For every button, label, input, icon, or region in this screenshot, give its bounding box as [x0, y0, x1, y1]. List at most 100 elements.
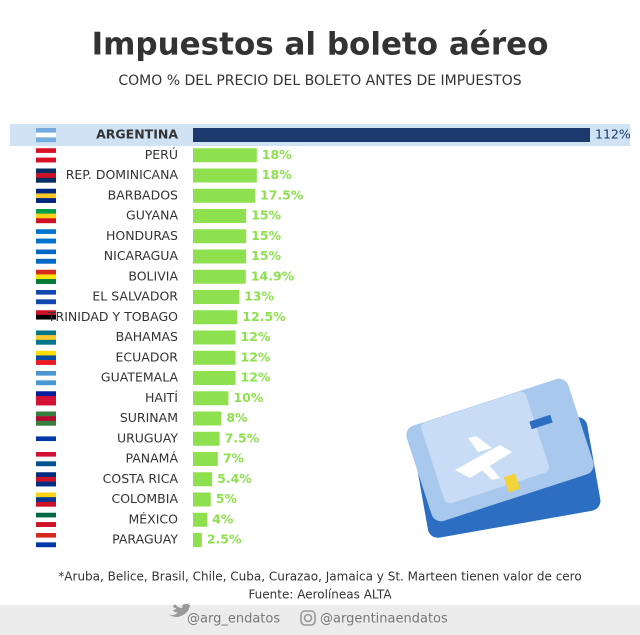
category-label: MÉXICO: [129, 511, 179, 526]
flag: [36, 279, 56, 284]
chart-title: Impuestos al boleto aéreo: [92, 27, 549, 63]
flag: [36, 416, 56, 422]
flag: [36, 213, 56, 219]
flag: [36, 294, 56, 300]
flag: [36, 436, 56, 442]
value-label: 4%: [212, 511, 234, 526]
flag: [36, 269, 56, 275]
flag: [36, 238, 56, 244]
category-label: BARBADOS: [108, 187, 178, 202]
category-label: REP. DOMINICANA: [66, 167, 179, 182]
value-label: 7%: [223, 451, 245, 466]
flag: [36, 497, 56, 503]
value-label: 14.9%: [251, 268, 295, 283]
flag: [36, 400, 56, 406]
flag: [36, 380, 56, 386]
flag: [36, 481, 56, 487]
flag: [36, 229, 56, 235]
flag: [36, 209, 56, 214]
flag: [36, 476, 56, 482]
chart-subtitle: COMO % DEL PRECIO DEL BOLETO ANTES DE IM…: [118, 73, 521, 89]
flag: [36, 157, 56, 163]
bar: [193, 310, 238, 325]
flag: [36, 177, 56, 183]
flag: [36, 431, 56, 437]
bar: [193, 472, 213, 487]
value-label: 13%: [244, 289, 274, 304]
category-label: TRINIDAD Y TOBAGO: [47, 309, 178, 324]
bar: [193, 148, 257, 163]
bar: [193, 452, 218, 466]
value-label: 12%: [241, 349, 271, 364]
flag: [36, 411, 56, 417]
bar: [193, 391, 229, 406]
flag: [36, 350, 56, 356]
value-label: 112%: [595, 127, 631, 142]
value-label: 5%: [216, 491, 238, 506]
bar: [193, 128, 590, 142]
flag: [36, 371, 56, 376]
flag: [36, 492, 56, 498]
category-label: COSTA RICA: [103, 471, 179, 486]
bar: [193, 512, 208, 527]
value-label: 2.5%: [207, 532, 242, 547]
flag: [36, 188, 56, 194]
bar: [193, 290, 240, 304]
value-label: 15%: [251, 208, 281, 223]
value-label: 8%: [226, 410, 248, 425]
category-label: HAITÍ: [145, 390, 178, 405]
bar: [193, 269, 246, 284]
bar: [193, 533, 202, 547]
category-label: BAHAMAS: [116, 329, 178, 344]
flag: [36, 233, 56, 239]
value-label: 18%: [262, 167, 292, 182]
category-label: GUYANA: [126, 208, 178, 223]
flag: [36, 517, 56, 523]
source: Fuente: Aerolíneas ALTA: [248, 588, 392, 602]
category-label: ARGENTINA: [96, 127, 178, 142]
bar: [193, 168, 257, 183]
flag: [36, 355, 56, 361]
category-label: EL SALVADOR: [92, 289, 178, 304]
flag: [36, 537, 56, 543]
flag: [36, 339, 56, 345]
flag: [36, 512, 56, 518]
ticket-illustration: [406, 378, 601, 538]
flag: [36, 461, 56, 467]
category-label: PARAGUAY: [112, 532, 178, 547]
flag: [36, 173, 56, 179]
flag: [36, 391, 56, 397]
category-label: PERÚ: [145, 147, 178, 162]
category-label: NICARAGUA: [104, 248, 179, 263]
instagram-icon: [300, 610, 316, 626]
value-label: 7.5%: [225, 430, 260, 445]
social-handle: @arg_endatos: [187, 612, 280, 627]
twitter-icon: [168, 603, 190, 617]
value-label: 10%: [233, 390, 263, 405]
value-label: 5.4%: [217, 471, 252, 486]
flag: [36, 299, 56, 305]
flag: [36, 168, 56, 174]
flag: [36, 290, 56, 295]
flag: [36, 132, 56, 138]
bar: [193, 229, 247, 244]
flag: [36, 472, 56, 478]
category-label: ECUADOR: [116, 349, 179, 364]
value-label: 12%: [241, 370, 271, 385]
value-label: 17.5%: [260, 187, 304, 202]
flag: [36, 522, 56, 527]
bar: [193, 371, 236, 385]
category-label: HONDURAS: [106, 228, 178, 243]
category-label: COLOMBIA: [111, 491, 178, 506]
flag: [36, 137, 56, 143]
flag: [36, 375, 56, 381]
flag: [36, 258, 56, 264]
bar: [193, 350, 236, 365]
value-label: 15%: [251, 248, 281, 263]
flag: [36, 128, 56, 133]
flag: [36, 420, 56, 426]
flag: [36, 254, 56, 260]
flag: [36, 193, 56, 199]
flag: [36, 314, 56, 320]
